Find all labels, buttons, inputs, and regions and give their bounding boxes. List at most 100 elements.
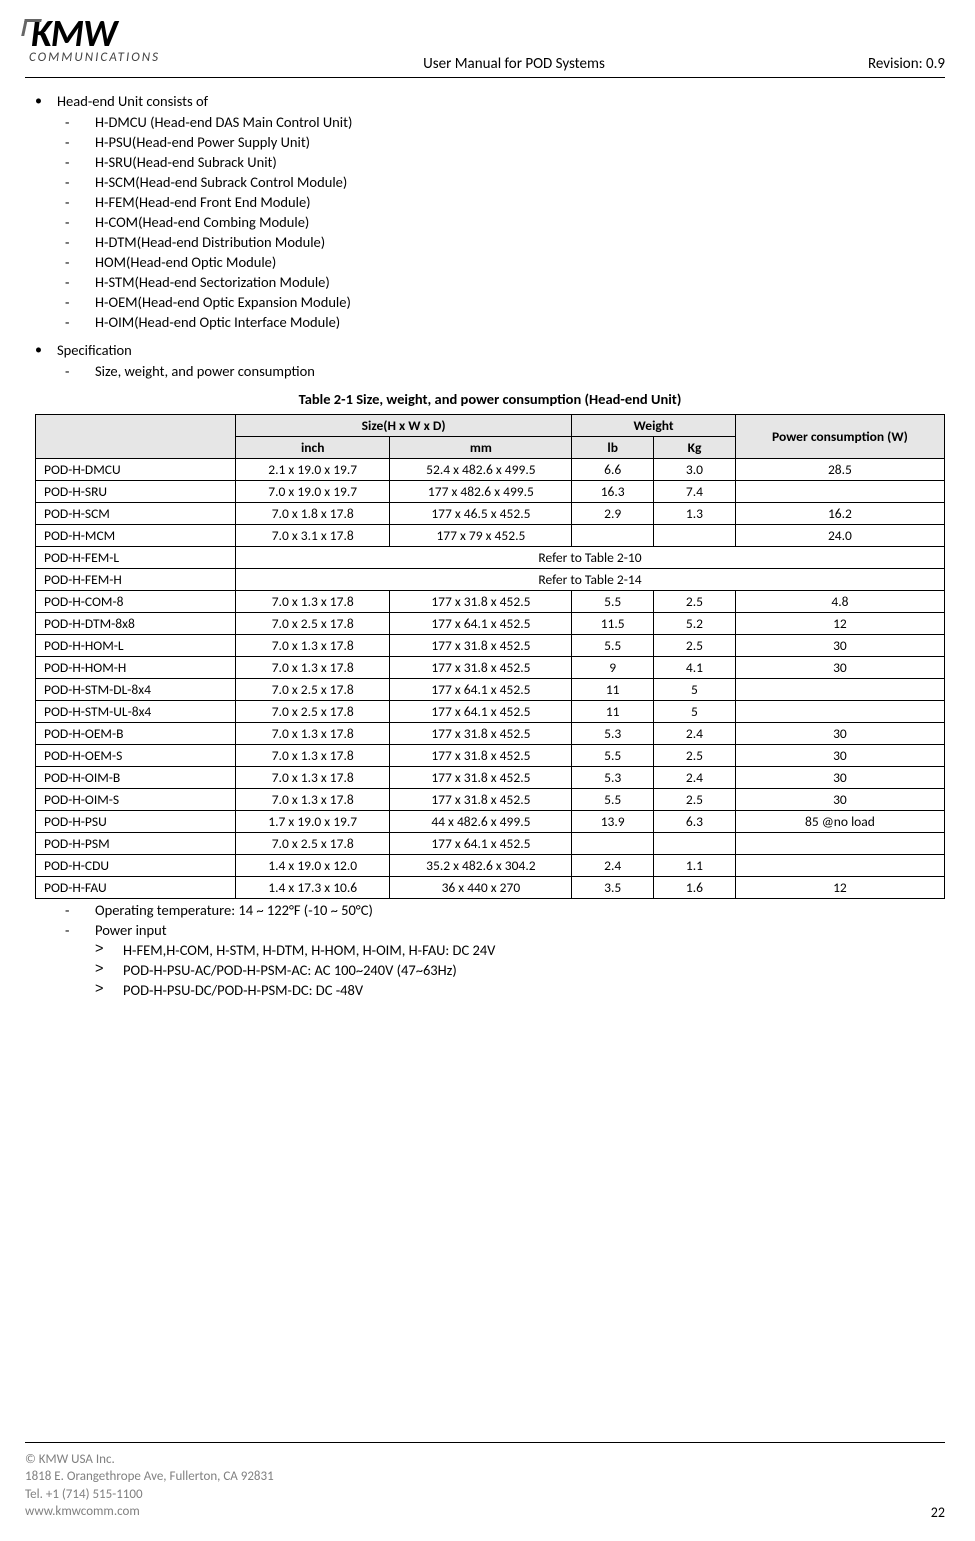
chev-text: POD-H-PSU-DC/POD-H-PSM-DC: DC -48V [123, 981, 363, 999]
table-title: Table 2-1 Size, weight, and power consum… [35, 390, 945, 408]
cell-lb: 13.9 [572, 811, 654, 833]
cell-name: POD-H-CDU [36, 855, 236, 877]
chevron-icon: > [95, 961, 123, 977]
cell-power: 16.2 [735, 503, 944, 525]
dash-optemp: - Operating temperature: 14 ~ 122°F (-10… [35, 901, 945, 919]
cell-inch: 7.0 x 1.3 x 17.8 [235, 591, 390, 613]
table-row: POD-H-OEM-S7.0 x 1.3 x 17.8177 x 31.8 x … [36, 745, 945, 767]
cell-power: 30 [735, 657, 944, 679]
table-row: POD-H-HOM-L7.0 x 1.3 x 17.8177 x 31.8 x … [36, 635, 945, 657]
dash-icon: - [65, 362, 95, 380]
cell-lb: 5.5 [572, 635, 654, 657]
cell-inch: 7.0 x 1.3 x 17.8 [235, 657, 390, 679]
cell-mm: 44 x 482.6 x 499.5 [390, 811, 572, 833]
cell-name: POD-H-OEM-S [36, 745, 236, 767]
list-item: -H-FEM(Head-end Front End Module) [35, 193, 945, 211]
table-row: POD-H-PSU1.7 x 19.0 x 19.744 x 482.6 x 4… [36, 811, 945, 833]
cell-lb [572, 833, 654, 855]
th-kg: Kg [654, 437, 736, 459]
th-size: Size(H x W x D) [235, 415, 571, 437]
cell-inch: 7.0 x 2.5 x 17.8 [235, 679, 390, 701]
cell-power: 12 [735, 877, 944, 899]
cell-kg: 7.4 [654, 481, 736, 503]
cell-mm: 177 x 64.1 x 452.5 [390, 679, 572, 701]
dash-text: H-STM(Head-end Sectorization Module) [95, 273, 330, 291]
cell-power: 12 [735, 613, 944, 635]
dash-icon: - [65, 921, 95, 939]
cell-kg: 2.5 [654, 591, 736, 613]
table-row: POD-H-PSM7.0 x 2.5 x 17.8177 x 64.1 x 45… [36, 833, 945, 855]
cell-kg: 6.3 [654, 811, 736, 833]
table-row: POD-H-STM-DL-8x47.0 x 2.5 x 17.8177 x 64… [36, 679, 945, 701]
dash-text: H-DTM(Head-end Distribution Module) [95, 233, 325, 251]
chevron-icon: > [95, 981, 123, 997]
cell-mm: 177 x 64.1 x 452.5 [390, 701, 572, 723]
cell-name: POD-H-PSU [36, 811, 236, 833]
cell-power: 30 [735, 723, 944, 745]
list-item: -H-DMCU (Head-end DAS Main Control Unit) [35, 113, 945, 131]
cell-power [735, 701, 944, 723]
dash-icon: - [65, 313, 95, 331]
dash-text: H-SRU(Head-end Subrack Unit) [95, 153, 277, 171]
cell-name: POD-H-SRU [36, 481, 236, 503]
dash-icon: - [65, 113, 95, 131]
cell-inch: 7.0 x 1.3 x 17.8 [235, 745, 390, 767]
cell-inch: 1.7 x 19.0 x 19.7 [235, 811, 390, 833]
cell-kg: 2.5 [654, 635, 736, 657]
dash-text: HOM(Head-end Optic Module) [95, 253, 276, 271]
dash-text: Size, weight, and power consumption [95, 362, 315, 380]
cell-lb: 6.6 [572, 459, 654, 481]
revision-label: Revision: 0.9 [868, 55, 945, 73]
cell-inch: 1.4 x 17.3 x 10.6 [235, 877, 390, 899]
cell-mm: 52.4 x 482.6 x 499.5 [390, 459, 572, 481]
cell-lb: 5.5 [572, 745, 654, 767]
cell-inch: 7.0 x 2.5 x 17.8 [235, 833, 390, 855]
cell-name: POD-H-FEM-H [36, 569, 236, 591]
dash-text: H-PSU(Head-end Power Supply Unit) [95, 133, 310, 151]
bullet-headend: • Head-end Unit consists of [35, 92, 945, 110]
cell-name: POD-H-HOM-L [36, 635, 236, 657]
list-item: -HOM(Head-end Optic Module) [35, 253, 945, 271]
table-row: POD-H-DMCU2.1 x 19.0 x 19.752.4 x 482.6 … [36, 459, 945, 481]
table-row: POD-H-CDU1.4 x 19.0 x 12.035.2 x 482.6 x… [36, 855, 945, 877]
cell-inch: 7.0 x 2.5 x 17.8 [235, 613, 390, 635]
list-item: -H-STM(Head-end Sectorization Module) [35, 273, 945, 291]
footer-addr: 1818 E. Orangethrope Ave, Fullerton, CA … [25, 1468, 274, 1486]
cell-name: POD-H-STM-DL-8x4 [36, 679, 236, 701]
cell-mm: 177 x 79 x 452.5 [390, 525, 572, 547]
cell-inch: 7.0 x 1.3 x 17.8 [235, 767, 390, 789]
cell-name: POD-H-PSM [36, 833, 236, 855]
cell-mm: 177 x 31.8 x 452.5 [390, 767, 572, 789]
dash-text: H-COM(Head-end Combing Module) [95, 213, 309, 231]
cell-kg: 2.4 [654, 767, 736, 789]
cell-lb: 5.5 [572, 789, 654, 811]
cell-power [735, 855, 944, 877]
cell-kg [654, 525, 736, 547]
list-item: -H-COM(Head-end Combing Module) [35, 213, 945, 231]
chev-text: H-FEM,H-COM, H-STM, H-DTM, H-HOM, H-OIM,… [123, 941, 495, 959]
cell-inch: 7.0 x 3.1 x 17.8 [235, 525, 390, 547]
table-row: POD-H-OIM-S7.0 x 1.3 x 17.8177 x 31.8 x … [36, 789, 945, 811]
dash-powerinput: - Power input [35, 921, 945, 939]
list-item: -H-SRU(Head-end Subrack Unit) [35, 153, 945, 171]
footer-address: © KMW USA Inc. 1818 E. Orangethrope Ave,… [25, 1451, 274, 1521]
cell-kg: 5.2 [654, 613, 736, 635]
cell-name: POD-H-STM-UL-8x4 [36, 701, 236, 723]
footer-rule [25, 1442, 945, 1443]
dash-text: Operating temperature: 14 ~ 122°F (-10 ~… [95, 901, 373, 919]
dash-icon: - [65, 193, 95, 211]
cell-lb: 11 [572, 679, 654, 701]
cell-mm: 35.2 x 482.6 x 304.2 [390, 855, 572, 877]
cell-lb: 16.3 [572, 481, 654, 503]
cell-mm: 177 x 31.8 x 452.5 [390, 591, 572, 613]
cell-name: POD-H-SCM [36, 503, 236, 525]
dash-size-weight: - Size, weight, and power consumption [35, 362, 945, 380]
cell-power [735, 833, 944, 855]
list-item: >H-FEM,H-COM, H-STM, H-DTM, H-HOM, H-OIM… [35, 941, 945, 959]
cell-power: 4.8 [735, 591, 944, 613]
th-inch: inch [235, 437, 390, 459]
cell-refer: Refer to Table 2-10 [235, 547, 944, 569]
cell-name: POD-H-HOM-H [36, 657, 236, 679]
cell-kg: 2.4 [654, 723, 736, 745]
cell-lb: 11 [572, 701, 654, 723]
